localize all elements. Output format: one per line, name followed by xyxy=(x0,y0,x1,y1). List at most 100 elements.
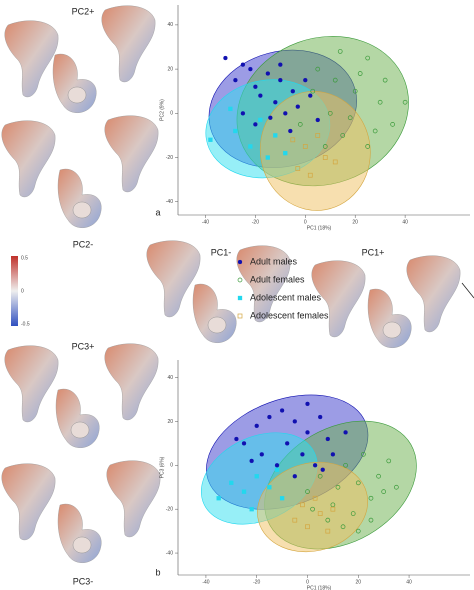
point xyxy=(377,99,383,105)
point xyxy=(292,517,298,523)
point xyxy=(249,458,254,464)
point xyxy=(343,430,348,435)
bone xyxy=(106,460,161,538)
point xyxy=(279,496,285,501)
bone xyxy=(104,343,159,421)
confidence-ellipse xyxy=(259,91,371,211)
point xyxy=(241,489,247,494)
point xyxy=(273,100,278,105)
point xyxy=(305,524,310,530)
bone xyxy=(1,120,56,198)
point xyxy=(340,524,346,530)
point xyxy=(325,436,330,442)
point xyxy=(265,155,270,160)
point xyxy=(254,474,259,479)
point xyxy=(233,78,238,83)
point xyxy=(248,66,253,72)
point xyxy=(315,117,320,123)
point xyxy=(330,506,336,512)
y-tick-label: 0 xyxy=(170,463,173,469)
point xyxy=(310,88,316,94)
point xyxy=(253,122,258,127)
point xyxy=(290,137,296,143)
point xyxy=(241,441,247,446)
point xyxy=(317,473,323,479)
point xyxy=(273,133,278,138)
bone xyxy=(101,5,156,83)
point xyxy=(279,408,285,413)
point xyxy=(234,436,239,442)
point xyxy=(312,495,318,501)
point xyxy=(303,78,308,83)
bone xyxy=(4,345,59,423)
point xyxy=(365,144,371,149)
point xyxy=(302,144,308,149)
x-tick-label: -20 xyxy=(253,579,260,585)
point xyxy=(340,133,346,138)
point xyxy=(292,474,297,479)
point xyxy=(307,172,313,178)
point xyxy=(285,441,290,446)
y-tick-label: 20 xyxy=(167,66,173,72)
point xyxy=(330,502,336,508)
x-tick-label: -40 xyxy=(202,579,209,585)
legend-label: Adult males xyxy=(250,256,298,266)
point xyxy=(310,506,315,512)
point xyxy=(268,115,273,120)
bone xyxy=(4,20,59,98)
point xyxy=(254,423,259,428)
bone xyxy=(146,240,201,318)
y-tick-label: -20 xyxy=(166,155,173,161)
point xyxy=(315,133,321,138)
point xyxy=(325,517,331,523)
y-tick-label: -20 xyxy=(166,507,173,513)
colorbar-label: 0 xyxy=(21,288,24,294)
point xyxy=(278,62,283,67)
point xyxy=(381,489,387,494)
point xyxy=(237,277,243,283)
point xyxy=(290,89,295,94)
bone xyxy=(367,288,412,348)
point xyxy=(332,77,338,83)
point xyxy=(390,122,395,127)
x-tick-label: 20 xyxy=(352,219,358,225)
point xyxy=(305,489,310,494)
point xyxy=(305,430,310,435)
point xyxy=(402,99,408,105)
point xyxy=(253,84,258,89)
point xyxy=(322,155,328,160)
point xyxy=(368,495,374,501)
point xyxy=(308,93,313,98)
pc-label: PC1- xyxy=(211,247,232,257)
point xyxy=(237,313,243,319)
point xyxy=(274,467,280,472)
point xyxy=(267,414,272,420)
pc-label: PC2+ xyxy=(72,6,95,16)
point xyxy=(229,480,234,486)
point xyxy=(300,452,305,457)
bone xyxy=(55,388,100,448)
pc-label: PC2- xyxy=(73,239,94,249)
legend-label: Adolescent females xyxy=(250,310,329,320)
point xyxy=(249,507,254,512)
point xyxy=(295,166,301,171)
point xyxy=(376,473,381,479)
bone xyxy=(192,283,237,343)
point xyxy=(330,452,336,457)
point xyxy=(357,71,363,76)
x-tick-label: 40 xyxy=(406,579,412,585)
point xyxy=(368,517,374,523)
colorbar xyxy=(11,256,18,326)
point xyxy=(259,452,264,457)
legend-label: Adolescent males xyxy=(250,292,322,302)
point xyxy=(208,137,213,142)
point xyxy=(267,485,272,490)
y-axis-label: PC2 (9%) xyxy=(159,99,165,121)
x-tick-label: -20 xyxy=(252,219,259,225)
y-tick-label: -40 xyxy=(166,550,173,556)
point xyxy=(240,62,246,67)
point xyxy=(237,295,243,301)
point xyxy=(283,111,288,116)
point xyxy=(355,480,361,486)
